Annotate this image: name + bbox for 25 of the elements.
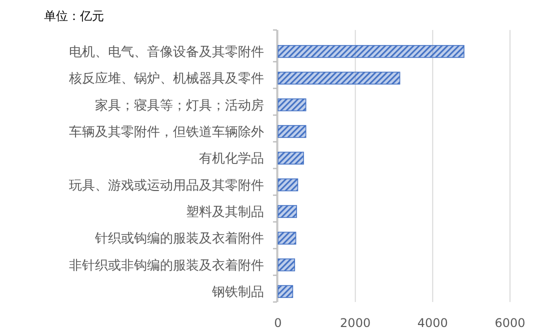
bar <box>278 178 298 192</box>
y-tick-label: 有机化学品 <box>199 152 264 167</box>
bar <box>278 205 297 218</box>
bar <box>278 98 306 112</box>
x-tick-label: 4000 <box>417 316 448 330</box>
x-tick-label: 2000 <box>340 316 371 330</box>
bar <box>278 232 296 245</box>
y-tick-label: 针织或钩编的服装及衣着附件 <box>94 230 264 247</box>
y-tick-label: 玩具、游戏或运动用品及其零附件 <box>69 178 264 194</box>
y-tick-label: 塑料及其制品 <box>186 204 264 220</box>
bar <box>278 152 304 165</box>
y-tick-label: 电机、电气、音像设备及其零附件 <box>69 45 264 60</box>
bar <box>278 125 306 138</box>
bar <box>278 285 294 298</box>
y-tick-label: 非针织或非钩编的服装及衣着附件 <box>69 257 264 274</box>
y-tick-label: 车辆及其零附件，但铁道车辆除外 <box>69 125 264 140</box>
bar <box>278 45 464 58</box>
bar <box>278 258 296 272</box>
y-tick-label: 家具；寝具等；灯具；活动房 <box>95 97 264 114</box>
bar <box>278 72 400 85</box>
text: 单位：亿元 <box>44 9 104 23</box>
x-tick-label: 0 <box>274 316 282 330</box>
y-tick-label: 核反应堆、锅炉、机械器具及零件 <box>68 70 264 87</box>
x-tick-label: 6000 <box>494 316 526 330</box>
y-tick-label: 钢铁制品 <box>211 285 264 300</box>
